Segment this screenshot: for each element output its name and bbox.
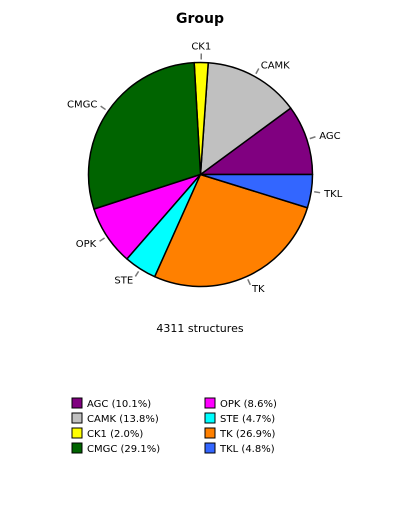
pie-slice-agc [199, 107, 314, 176]
legend-swatch-tk [204, 427, 216, 439]
slice-label-tk: TK [251, 284, 265, 295]
slice-tick-ste [134, 270, 140, 277]
slice-label-agc: AGC [319, 131, 340, 142]
slice-tick-agc [309, 136, 316, 140]
legend-swatch-ck1 [71, 427, 83, 439]
slice-label-tkl: TKL [323, 189, 343, 200]
pie-slice-cmgc [87, 61, 202, 210]
chart-subtitle: 4311 structures [156, 322, 243, 335]
slice-label-camk: CAMK [261, 60, 290, 71]
slice-tick-tkl [314, 191, 321, 194]
legend-label-ck1: CK1 (2.0%) [87, 429, 143, 440]
legend-swatch-cmgc [71, 442, 83, 454]
slice-tick-cmgc [100, 105, 107, 111]
pie-slice-camk [199, 62, 292, 176]
legend-swatch-ste [204, 412, 216, 424]
slice-label-opk: OPK [76, 239, 97, 250]
legend-label-cmgc: CMGC (29.1%) [87, 444, 160, 455]
legend-label-agc: AGC (10.1%) [87, 399, 151, 410]
slice-tick-opk [99, 237, 105, 242]
legend-label-opk: OPK (8.6%) [220, 399, 277, 410]
legend-swatch-agc [71, 397, 83, 409]
slice-tick-tk [247, 279, 251, 286]
legend-label-ste: STE (4.7%) [220, 414, 275, 425]
legend-label-camk: CAMK (13.8%) [87, 414, 159, 425]
slice-tick-camk [255, 68, 260, 75]
legend-swatch-tkl [204, 442, 216, 454]
legend: AGC (10.1%) CAMK (13.8%) CK1 (2.0%) CMGC (2… [71, 397, 277, 455]
legend-label-tkl: TKL (4.8%) [219, 444, 275, 455]
legend-label-tk: TK (26.9%) [219, 429, 276, 440]
legend-swatch-opk [204, 397, 216, 409]
pie-slice-tkl [199, 173, 314, 209]
pie-slices [87, 61, 314, 288]
legend-swatch-camk [71, 412, 83, 424]
slice-label-cmgc: CMGC [67, 99, 97, 110]
slice-labels: AGC CAMK CK1 CMGC OPK STE TK TKL [67, 42, 343, 295]
slice-label-ck1: CK1 [191, 42, 211, 53]
chart-title: Group [176, 11, 224, 27]
slice-label-ste: STE [114, 275, 133, 286]
pie-slice-tk [153, 173, 309, 288]
